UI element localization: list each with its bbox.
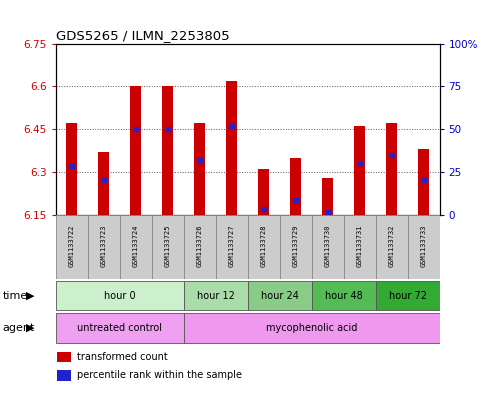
Text: GSM1133733: GSM1133733 [421, 224, 426, 267]
Bar [130, 86, 141, 215]
Bar [290, 158, 301, 215]
Bar [162, 86, 173, 215]
Bar [258, 169, 269, 215]
Text: agent: agent [2, 323, 35, 333]
Bar [343, 215, 376, 279]
Text: GSM1133730: GSM1133730 [325, 224, 330, 267]
Text: hour 0: hour 0 [104, 290, 135, 301]
Bar [386, 123, 397, 215]
Text: GSM1133723: GSM1133723 [100, 224, 107, 267]
Bar [194, 123, 205, 215]
Text: GSM1133724: GSM1133724 [132, 224, 139, 267]
Bar [248, 215, 280, 279]
Text: GSM1133729: GSM1133729 [293, 224, 298, 267]
Text: hour 24: hour 24 [261, 290, 298, 301]
Text: GSM1133728: GSM1133728 [260, 224, 267, 267]
Bar [322, 178, 333, 215]
Bar [215, 215, 248, 279]
Text: GSM1133732: GSM1133732 [388, 224, 395, 267]
Bar [152, 215, 184, 279]
Bar [98, 152, 109, 215]
Bar [56, 215, 87, 279]
Text: mycophenolic acid: mycophenolic acid [266, 323, 357, 333]
Bar [312, 215, 343, 279]
Text: hour 72: hour 72 [388, 290, 426, 301]
Bar [184, 281, 248, 310]
Text: untreated control: untreated control [77, 323, 162, 333]
Text: GSM1133722: GSM1133722 [69, 224, 74, 267]
Text: hour 12: hour 12 [197, 290, 234, 301]
Bar [376, 281, 440, 310]
Text: GDS5265 / ILMN_2253805: GDS5265 / ILMN_2253805 [56, 29, 229, 42]
Text: GSM1133727: GSM1133727 [228, 224, 235, 267]
Bar [354, 126, 365, 215]
Text: GSM1133725: GSM1133725 [165, 224, 170, 267]
Bar [56, 281, 184, 310]
Bar [312, 281, 376, 310]
Bar [120, 215, 152, 279]
Text: percentile rank within the sample: percentile rank within the sample [77, 371, 241, 380]
Bar [248, 281, 312, 310]
Bar [56, 313, 184, 343]
Text: time: time [2, 290, 28, 301]
Bar [280, 215, 312, 279]
Bar [57, 351, 71, 362]
Text: GSM1133731: GSM1133731 [356, 224, 363, 267]
Bar [376, 215, 408, 279]
Text: ▶: ▶ [26, 323, 34, 333]
Bar [418, 149, 429, 215]
Bar [66, 123, 77, 215]
Bar [87, 215, 120, 279]
Text: GSM1133726: GSM1133726 [197, 224, 202, 267]
Bar [226, 81, 237, 215]
Text: hour 48: hour 48 [325, 290, 362, 301]
Text: ▶: ▶ [26, 290, 34, 301]
Bar [184, 313, 440, 343]
Text: transformed count: transformed count [77, 352, 168, 362]
Bar [57, 370, 71, 381]
Bar [408, 215, 440, 279]
Bar [184, 215, 215, 279]
